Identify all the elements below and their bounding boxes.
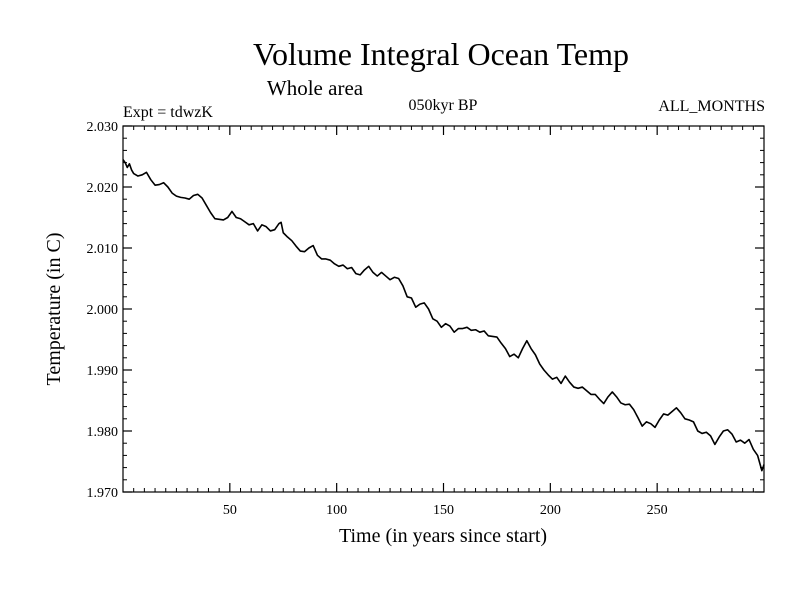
y-tick-label: 2.030 — [87, 120, 119, 135]
x-tick-label: 50 — [223, 503, 237, 518]
data-line — [122, 159, 765, 472]
y-tick-label: 2.010 — [87, 242, 119, 257]
months-label: ALL_MONTHS — [658, 98, 765, 115]
x-axis-label: Time (in years since start) — [339, 525, 547, 547]
x-tick-label: 100 — [326, 503, 347, 518]
y-tick-label: 1.970 — [87, 486, 119, 501]
x-tick-label: 150 — [433, 503, 454, 518]
y-tick-label: 1.990 — [87, 364, 119, 379]
y-tick-label: 2.020 — [87, 181, 119, 196]
x-tick-label: 250 — [647, 503, 668, 518]
ticks-group — [123, 125, 764, 493]
plot-frame — [122, 125, 765, 493]
tick-labels-group: 50 100 150 200 250 1.970 1.980 1.990 2.000 2.010 2… — [87, 120, 668, 518]
chart-subtitle: Whole area — [267, 76, 364, 100]
period-label: 050kyr BP — [409, 97, 478, 114]
x-tick-label: 200 — [540, 503, 561, 518]
y-tick-label: 1.980 — [87, 425, 119, 440]
experiment-label: Expt = tdwzK — [123, 104, 213, 121]
chart-title: Volume Integral Ocean Temp — [253, 36, 629, 72]
y-tick-label: 2.000 — [87, 303, 119, 318]
y-axis-label: Temperature (in C) — [43, 233, 65, 386]
